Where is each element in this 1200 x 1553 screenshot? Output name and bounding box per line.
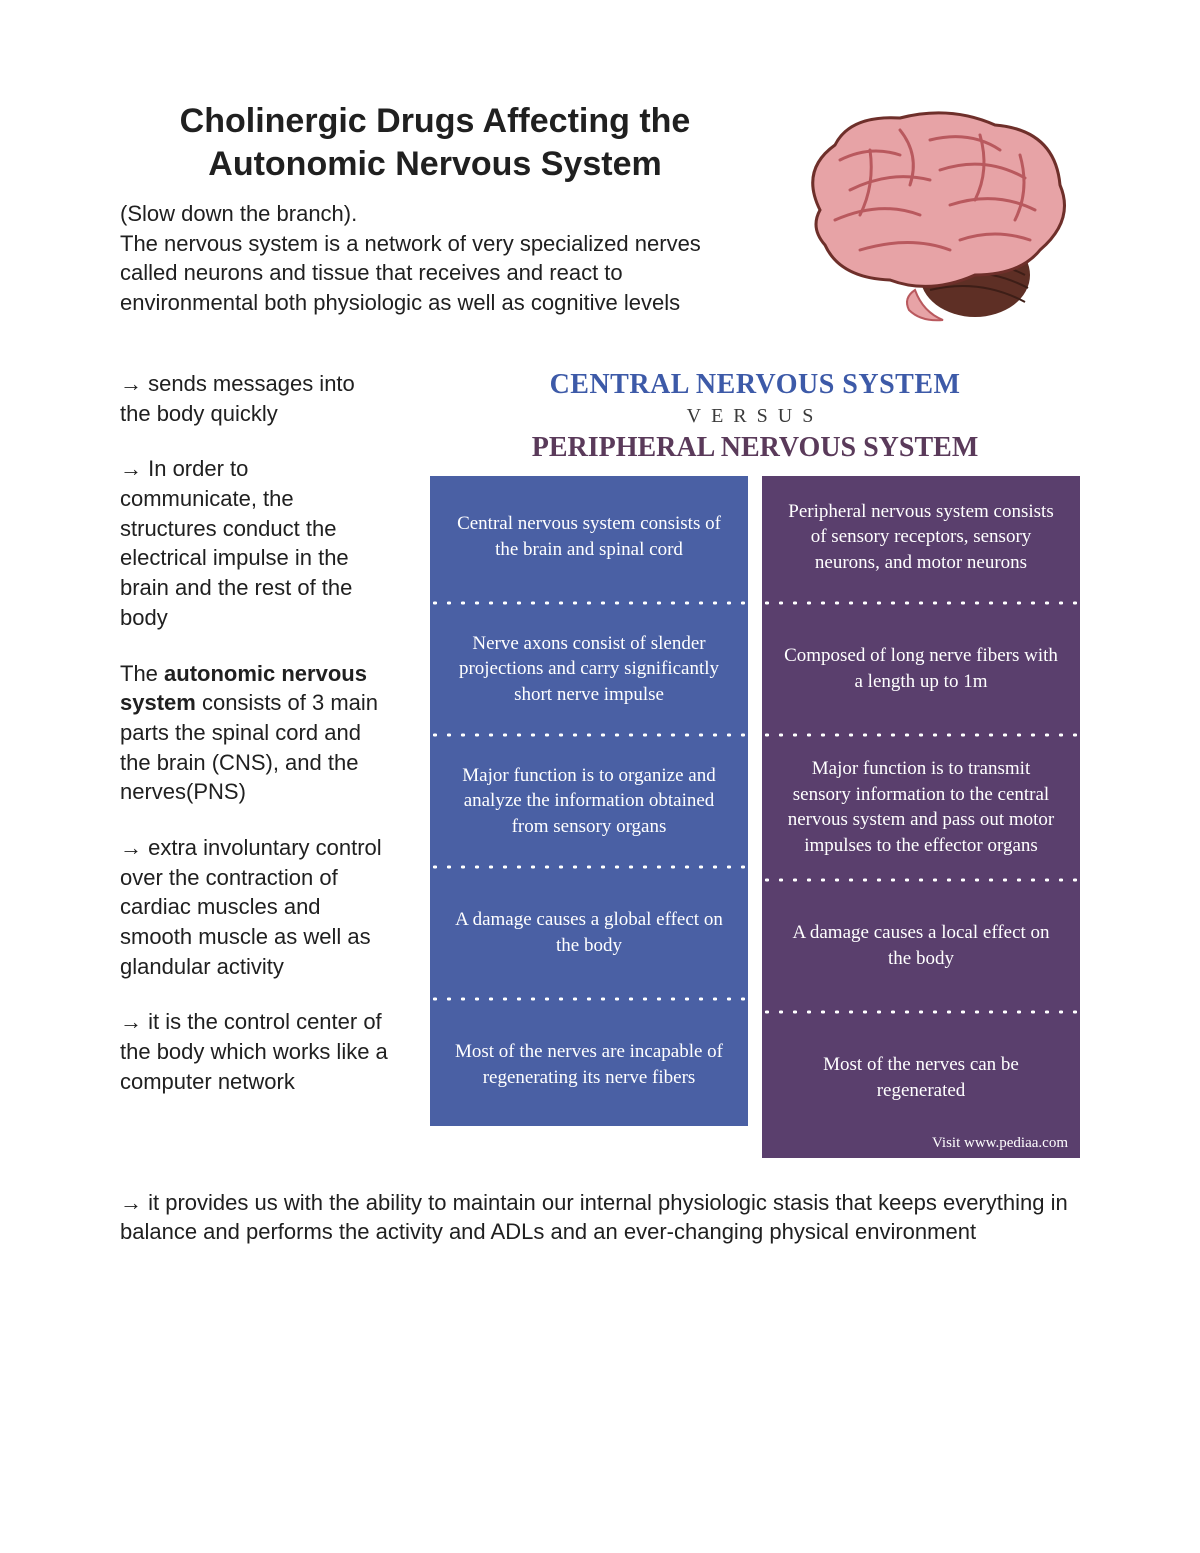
table-row: Major function is to organize and analyz…: [430, 740, 748, 862]
comparison-grid: Central nervous system consists of the b…: [430, 476, 1080, 1158]
row-separator: [762, 1007, 1080, 1017]
title-line-2: Autonomic Nervous System: [208, 145, 661, 183]
comparison-col-central: Central nervous system consists of the b…: [430, 476, 748, 1158]
table-row: A damage causes a global effect on the b…: [430, 872, 748, 994]
comparison-col-peripheral: Peripheral nervous system consists of se…: [762, 476, 1080, 1158]
point-2: → In order to communicate, the structure…: [120, 454, 390, 632]
table-row: Nerve axons consist of slender projectio…: [430, 608, 748, 730]
comparison-header: CENTRAL NERVOUS SYSTEM VERSUS PERIPHERAL…: [430, 369, 1080, 464]
row-separator: [762, 875, 1080, 885]
point-4: → extra involuntary control over the con…: [120, 833, 390, 981]
table-row: Major function is to transmit sensory in…: [762, 740, 1080, 875]
intro-block: (Slow down the branch). The nervous syst…: [120, 199, 750, 318]
comparison-credit: Visit www.pediaa.com: [762, 1133, 1080, 1158]
table-row: A damage causes a local effect on the bo…: [762, 885, 1080, 1007]
comparison-header-central: CENTRAL NERVOUS SYSTEM: [430, 369, 1080, 401]
mid-row: → sends messages into the body quickly →…: [120, 369, 1080, 1158]
intro-text: The nervous system is a network of very …: [120, 231, 701, 315]
table-row: Peripheral nervous system consists of se…: [762, 476, 1080, 598]
point-3-pre: The: [120, 661, 164, 686]
page-title: Cholinergic Drugs Affecting the Autonomi…: [120, 100, 750, 185]
row-separator: [762, 730, 1080, 740]
table-row: Composed of long nerve fibers with a len…: [762, 608, 1080, 730]
table-row: Central nervous system consists of the b…: [430, 476, 748, 598]
top-row: Cholinergic Drugs Affecting the Autonomi…: [120, 100, 1080, 335]
point-5: → it is the control center of the body w…: [120, 1007, 390, 1096]
comparison-panel: CENTRAL NERVOUS SYSTEM VERSUS PERIPHERAL…: [430, 369, 1080, 1158]
row-separator: [430, 730, 748, 740]
table-row: Most of the nerves are incapable of rege…: [430, 1004, 748, 1126]
row-separator: [762, 598, 1080, 608]
intro-subtitle: (Slow down the branch).: [120, 201, 357, 226]
title-line-1: Cholinergic Drugs Affecting the: [180, 102, 691, 140]
row-separator: [430, 862, 748, 872]
left-column: → sends messages into the body quickly →…: [120, 369, 390, 1158]
row-separator: [430, 598, 748, 608]
top-text: Cholinergic Drugs Affecting the Autonomi…: [120, 100, 750, 318]
comparison-header-peripheral: PERIPHERAL NERVOUS SYSTEM: [430, 432, 1080, 464]
point-3: The autonomic nervous system consists of…: [120, 659, 390, 807]
row-separator: [430, 994, 748, 1004]
table-row: Most of the nerves can be regenerated: [762, 1017, 1080, 1139]
brain-icon: [780, 100, 1080, 330]
point-1: → sends messages into the body quickly: [120, 369, 390, 428]
bottom-paragraph: → it provides us with the ability to mai…: [120, 1188, 1080, 1247]
brain-image: [780, 100, 1080, 335]
page: Cholinergic Drugs Affecting the Autonomi…: [0, 0, 1200, 1347]
comparison-header-versus: VERSUS: [430, 405, 1080, 428]
